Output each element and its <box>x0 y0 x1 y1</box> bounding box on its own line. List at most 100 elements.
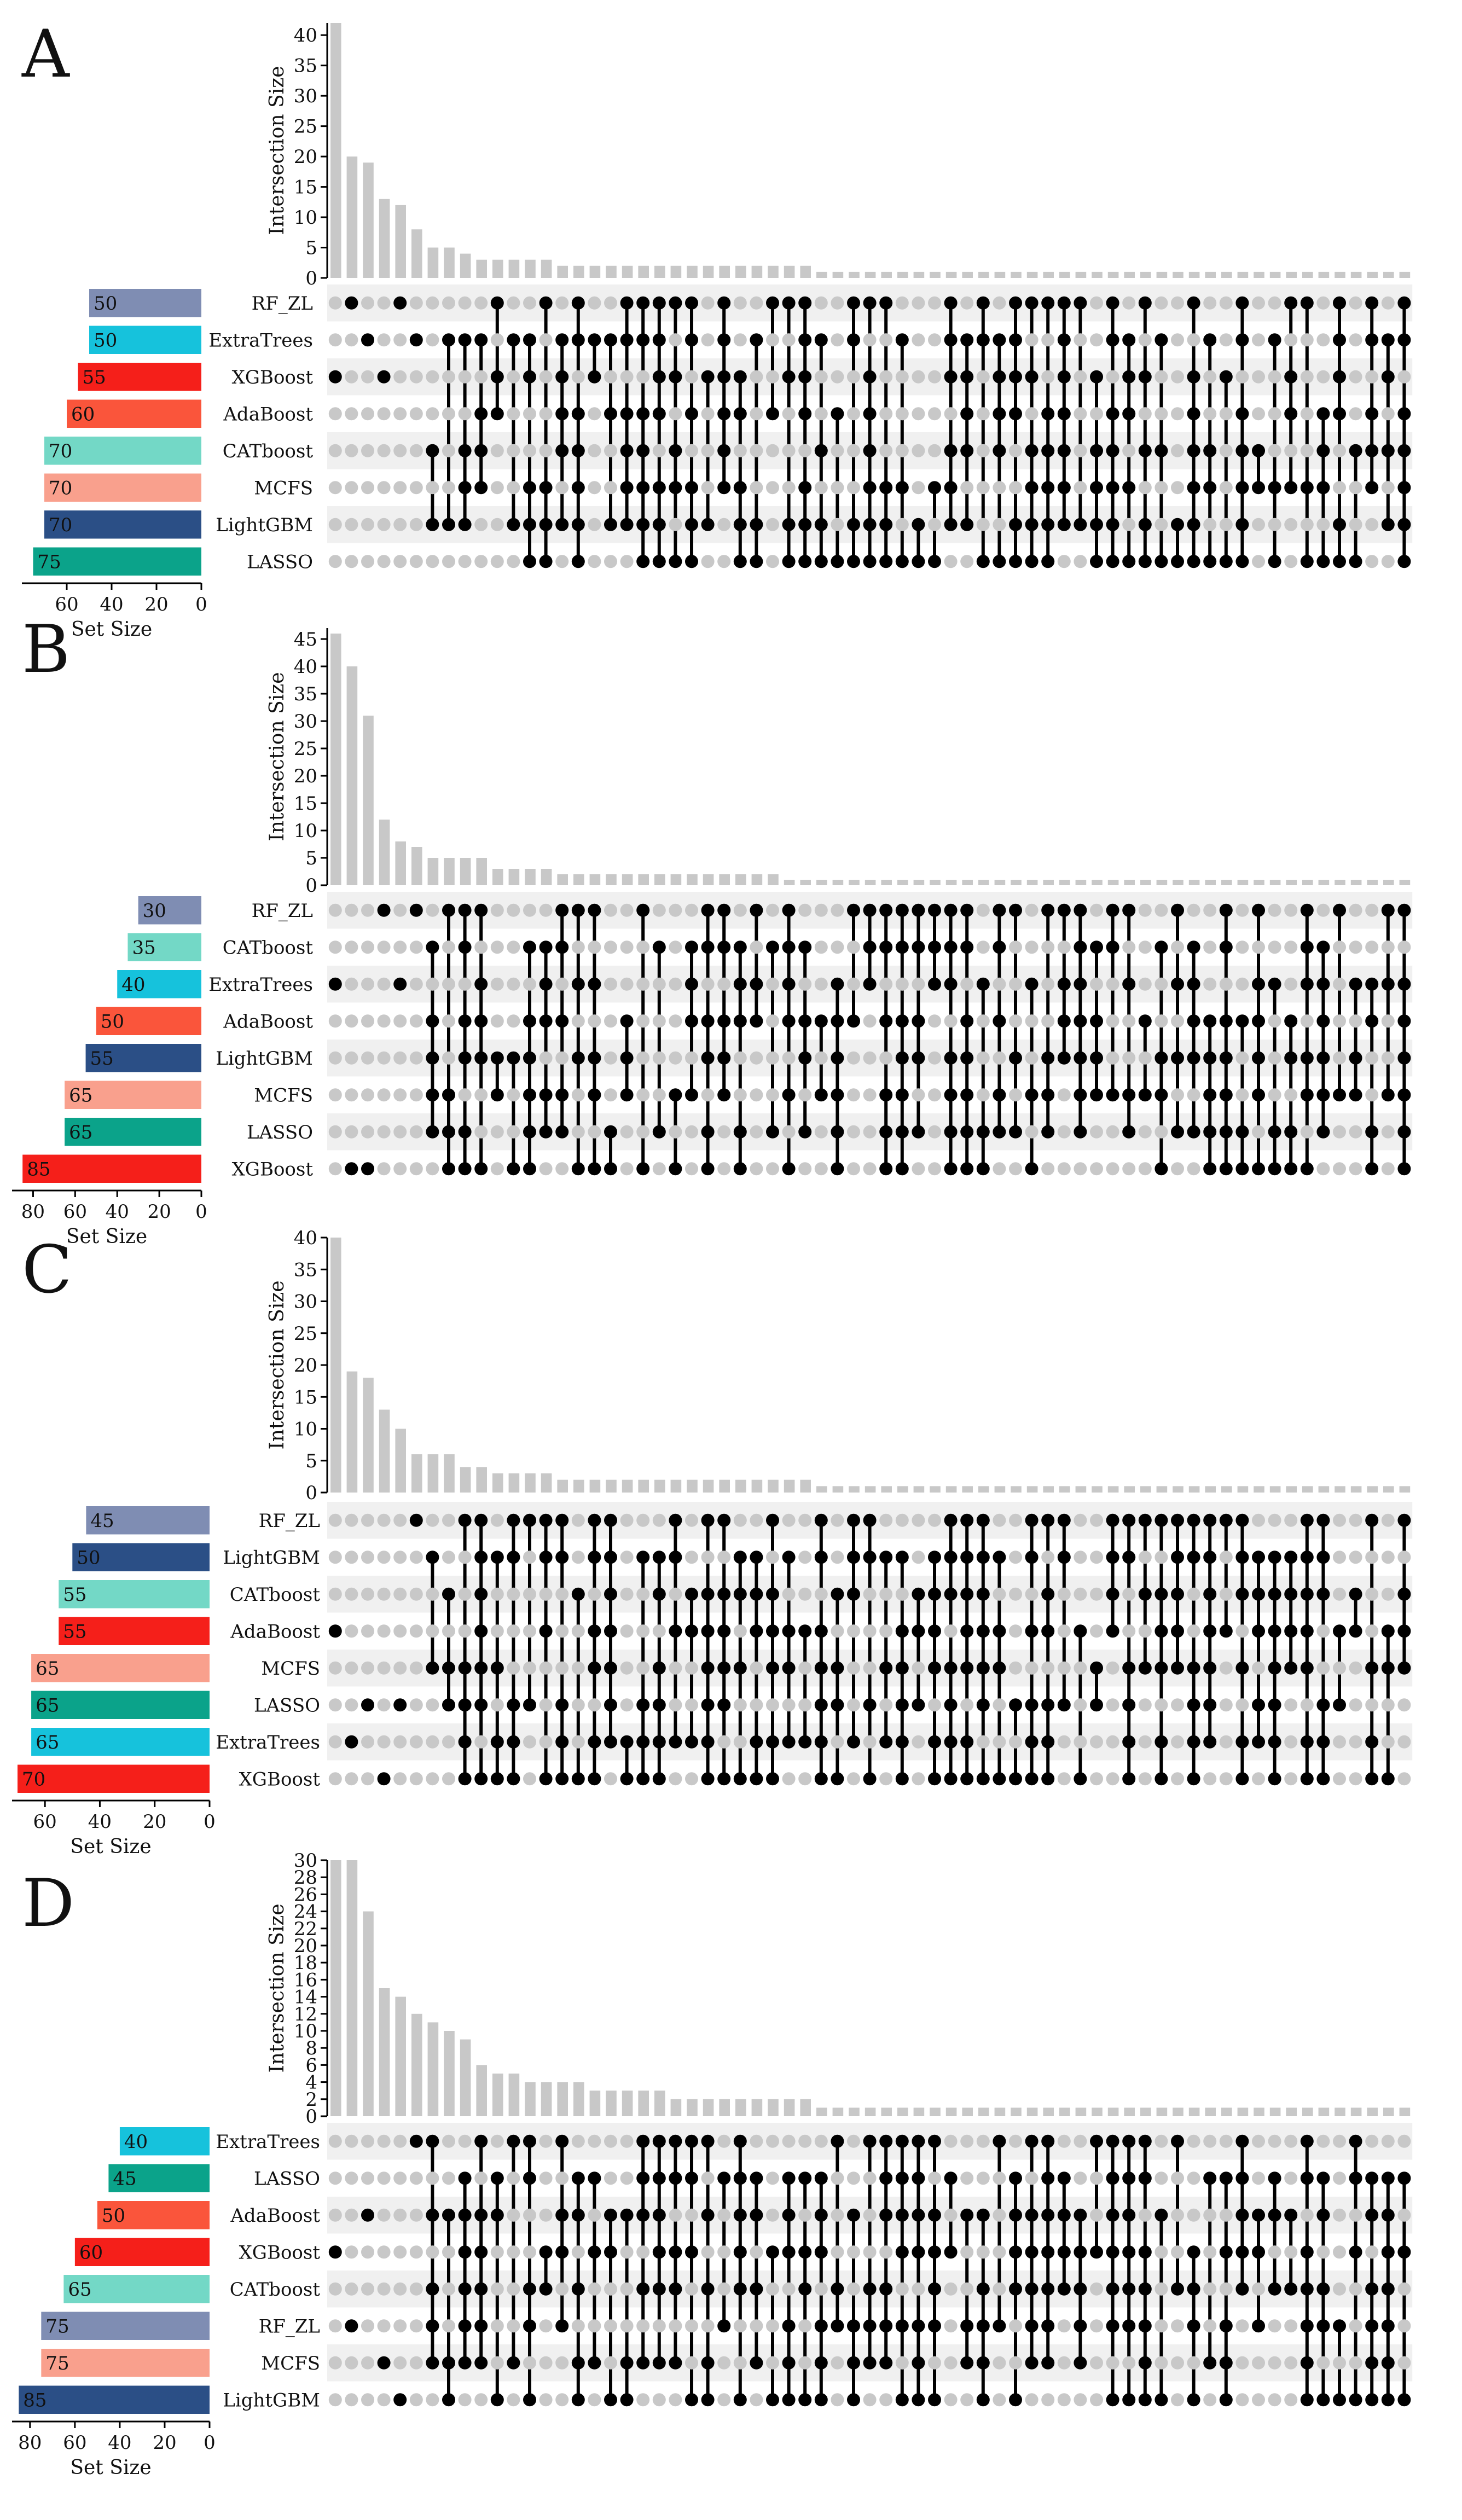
intersection-bar <box>1059 2107 1070 2116</box>
intersection-bar <box>1107 271 1119 278</box>
intersection-bar <box>945 271 957 278</box>
matrix-dot-empty <box>588 940 601 954</box>
matrix-dot-empty <box>1171 2208 1184 2222</box>
matrix-dot-empty <box>652 2393 666 2407</box>
matrix-dot-filled <box>345 1162 358 1176</box>
matrix-dot-filled <box>442 1587 455 1601</box>
set-label: RF_ZL <box>259 2315 320 2337</box>
set-size-bar <box>89 289 201 317</box>
matrix-dot-filled <box>912 555 925 568</box>
matrix-dot-empty <box>442 1014 455 1028</box>
matrix-dot-filled <box>1009 1772 1022 1786</box>
matrix-dot-filled <box>701 1162 715 1176</box>
matrix-dot-filled <box>847 518 860 531</box>
matrix-dot-filled <box>879 2134 893 2148</box>
intersection-bar <box>363 162 374 278</box>
matrix-dot-filled <box>571 2208 585 2222</box>
matrix-dot-empty <box>328 1088 342 1102</box>
matrix-dot-empty <box>1025 1587 1039 1601</box>
intersection-bar <box>816 1486 827 1493</box>
intersection-bar <box>411 229 422 278</box>
matrix-dot-empty <box>328 444 342 457</box>
matrix-dot-empty <box>928 333 941 347</box>
matrix-dot-filled <box>879 296 893 310</box>
matrix-dot-filled <box>1397 2171 1411 2185</box>
y-tick-label: 30 <box>294 85 317 107</box>
intersection-bar <box>978 271 989 278</box>
matrix-dot-empty <box>571 2245 585 2259</box>
matrix-dot-filled <box>1041 1772 1055 1786</box>
matrix-dot-filled <box>750 2208 763 2222</box>
y-tick-label: 10 <box>294 2020 317 2042</box>
matrix-dot-empty <box>442 481 455 495</box>
matrix-dot-empty <box>539 2171 553 2185</box>
matrix-dot-empty <box>1219 1698 1233 1712</box>
matrix-dot-filled <box>782 296 796 310</box>
matrix-dot-filled <box>620 2208 634 2222</box>
matrix-dot-filled <box>328 370 342 384</box>
set-size-bar <box>72 1543 210 1571</box>
matrix-dot-filled <box>1057 1698 1071 1712</box>
intersection-bar <box>525 2082 536 2116</box>
matrix-dot-filled <box>798 407 812 421</box>
matrix-dot-filled <box>523 2134 536 2148</box>
matrix-dot-empty <box>652 903 666 917</box>
matrix-dot-filled <box>1106 903 1119 917</box>
intersection-bar <box>1188 880 1200 885</box>
matrix-dot-filled <box>1235 407 1249 421</box>
matrix-dot-filled <box>750 1551 763 1564</box>
intersection-bar <box>670 265 682 278</box>
matrix-dot-filled <box>782 1088 796 1102</box>
matrix-dot-empty <box>555 481 569 495</box>
intersection-bar <box>784 2099 795 2116</box>
matrix-dot-filled <box>1025 1162 1039 1176</box>
matrix-dot-filled <box>960 1014 974 1028</box>
intersection-bar <box>962 880 973 885</box>
intersection-bar <box>1318 1486 1330 1493</box>
matrix-dot-empty <box>1171 1735 1184 1749</box>
intersection-bar <box>1188 271 1200 278</box>
matrix-dot-empty <box>377 481 391 495</box>
matrix-dot-empty <box>1365 940 1379 954</box>
matrix-dot-filled <box>782 940 796 954</box>
matrix-dot-empty <box>976 481 990 495</box>
matrix-dot-filled <box>1090 940 1103 954</box>
matrix-dot-empty <box>912 1088 925 1102</box>
matrix-dot-filled <box>1203 1698 1217 1712</box>
matrix-dot-filled <box>750 1735 763 1749</box>
matrix-dot-empty <box>685 1698 698 1712</box>
matrix-dot-empty <box>782 2282 796 2296</box>
intersection-bar <box>444 858 455 885</box>
matrix-dot-empty <box>1333 1513 1346 1527</box>
matrix-dot-empty <box>1154 2245 1168 2259</box>
matrix-dot-filled <box>1365 2356 1379 2370</box>
matrix-dot-empty <box>1333 1551 1346 1564</box>
matrix-dot-empty <box>895 296 909 310</box>
matrix-dot-empty <box>620 2282 634 2296</box>
matrix-dot-filled <box>669 1551 682 1564</box>
intersection-bar <box>1188 2107 1200 2116</box>
matrix-dot-filled <box>1397 1014 1411 1028</box>
matrix-dot-empty <box>1381 1735 1395 1749</box>
matrix-dot-empty <box>426 2171 439 2185</box>
matrix-dot-filled <box>1106 518 1119 531</box>
matrix-dot-empty <box>620 370 634 384</box>
matrix-dot-filled <box>474 1551 488 1564</box>
matrix-dot-empty <box>1268 2134 1281 2148</box>
matrix-dot-empty <box>328 2134 342 2148</box>
matrix-dot-empty <box>1171 333 1184 347</box>
matrix-dot-filled <box>701 1125 715 1139</box>
matrix-dot-empty <box>409 1162 423 1176</box>
matrix-dot-empty <box>1171 940 1184 954</box>
matrix-dot-filled <box>1235 1661 1249 1675</box>
matrix-dot-filled <box>474 1051 488 1065</box>
set-size-value: 65 <box>36 1658 59 1680</box>
intersection-bar <box>670 874 682 885</box>
matrix-dot-empty <box>1300 333 1314 347</box>
intersection-bar <box>881 1486 892 1493</box>
matrix-dot-empty <box>1090 1162 1103 1176</box>
matrix-dot-empty <box>490 333 504 347</box>
matrix-dot-empty <box>669 903 682 917</box>
matrix-dot-filled <box>458 1772 472 1786</box>
matrix-dot-filled <box>1090 1088 1103 1102</box>
